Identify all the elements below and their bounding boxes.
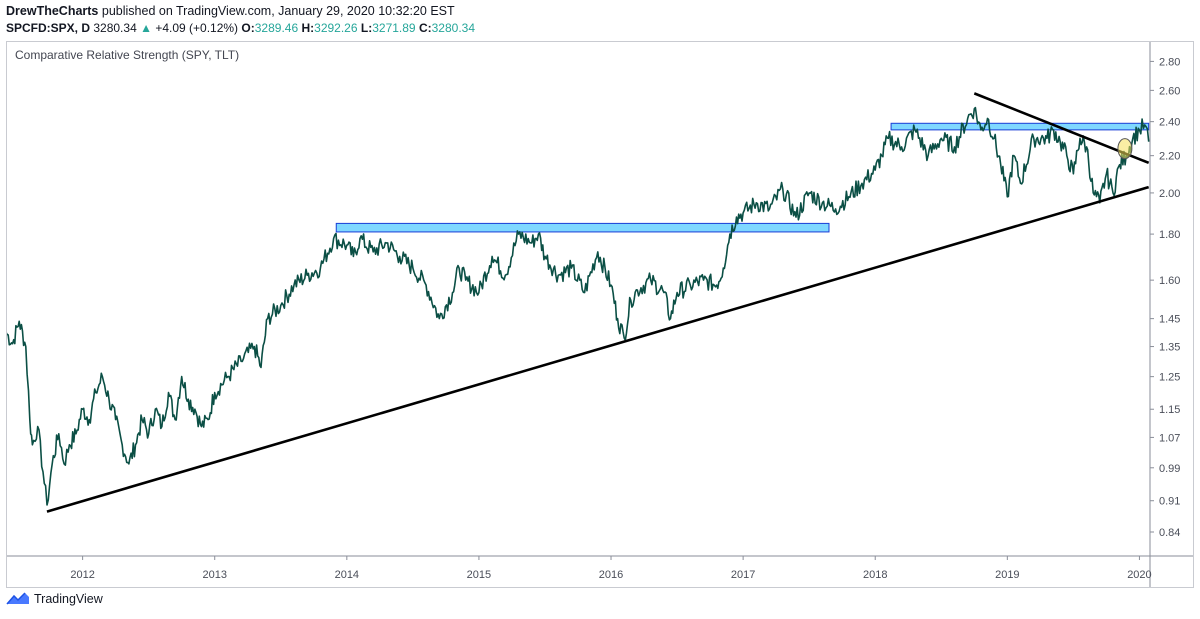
x-tick-label: 2015 [467, 569, 491, 581]
close-value: 3280.34 [431, 21, 476, 35]
symbol-name[interactable]: SPCFD:SPX, D [6, 21, 91, 35]
y-tick-label: 2.20 [1159, 151, 1180, 163]
price-change: +4.09 (+0.12%) [155, 21, 239, 35]
y-tick-label: 1.80 [1159, 229, 1180, 241]
y-tick-label: 1.15 [1159, 404, 1180, 416]
close-label: C: [418, 21, 432, 35]
y-tick-label: 2.40 [1159, 117, 1180, 129]
y-tick-label: 2.80 [1159, 56, 1180, 68]
published-text: published on TradingView.com, January 29… [101, 4, 455, 18]
y-tick-label: 2.60 [1159, 85, 1180, 97]
relative-strength-chart[interactable]: Comparative Relative Strength (SPY, TLT)… [5, 41, 1194, 588]
x-tick-label: 2018 [863, 569, 887, 581]
y-tick-label: 1.07 [1159, 432, 1180, 444]
x-tick-label: 2014 [335, 569, 359, 581]
chart-area[interactable]: Comparative Relative Strength (SPY, TLT)… [5, 41, 1194, 593]
author-name[interactable]: DrewTheCharts [6, 4, 99, 18]
breakout-marker[interactable] [1117, 138, 1133, 160]
high-value: 3292.26 [314, 21, 358, 35]
resistance-zone-2[interactable] [890, 122, 1150, 131]
y-tick-label: 1.35 [1159, 342, 1180, 354]
x-tick-label: 2017 [731, 569, 755, 581]
y-tick-label: 1.45 [1159, 314, 1180, 326]
y-tick-label: 1.25 [1159, 372, 1180, 384]
chart-header: DrewTheCharts published on TradingView.c… [6, 3, 475, 36]
tradingview-brand: TradingView [34, 592, 103, 606]
y-tick-label: 2.00 [1159, 188, 1180, 200]
tradingview-footer[interactable]: TradingView [6, 592, 103, 606]
last-price: 3280.34 [93, 21, 137, 35]
symbol-line: SPCFD:SPX, D 3280.34 ▲ +4.09 (+0.12%) O:… [6, 20, 475, 36]
y-tick-label: 0.99 [1159, 463, 1180, 475]
x-tick-label: 2013 [202, 569, 226, 581]
relative-strength-line[interactable] [5, 106, 1150, 506]
chart-background [6, 41, 1194, 588]
resistance-zone-1[interactable] [335, 222, 830, 233]
chart-border [6, 41, 1194, 588]
x-tick-label: 2019 [995, 569, 1019, 581]
x-tick-label: 2016 [599, 569, 623, 581]
x-tick-label: 2012 [70, 569, 94, 581]
publish-line: DrewTheCharts published on TradingView.c… [6, 3, 475, 19]
up-arrow-icon: ▲ [140, 21, 152, 35]
y-tick-label: 0.84 [1159, 527, 1180, 539]
tradingview-logo-icon [6, 592, 29, 605]
low-value: 3271.89 [372, 21, 416, 35]
high-label: H: [301, 21, 315, 35]
x-tick-label: 2020 [1127, 569, 1151, 581]
chart-title: Comparative Relative Strength (SPY, TLT) [15, 48, 239, 62]
open-label: O: [241, 21, 255, 35]
y-tick-label: 0.91 [1159, 496, 1180, 508]
y-tick-label: 1.60 [1159, 275, 1180, 287]
low-label: L: [360, 21, 373, 35]
support-trendline[interactable] [46, 185, 1150, 513]
open-value: 3289.46 [254, 21, 299, 35]
